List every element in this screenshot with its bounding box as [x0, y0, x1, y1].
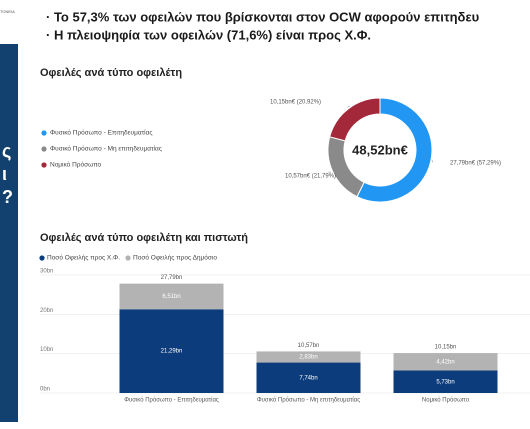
legend-label: Φυσικό Πρόσωπο - Επιτηδευματίας	[50, 129, 153, 137]
legend-label: Νομικό Πρόσωπο	[50, 161, 101, 169]
leader-line	[431, 159, 433, 163]
legend-label: Ποσό Οφειλής προς Δημόσιο	[133, 254, 217, 262]
y-tick-label: 0bn	[40, 387, 50, 393]
sidebar-fragment: ι	[2, 164, 7, 184]
bar-segment	[256, 351, 361, 363]
bar-value-label: 6,51bn	[162, 294, 180, 300]
header-line: · Η πλειοψηφία των οφειλών (71,6%) είναι…	[46, 27, 371, 42]
sidebar	[0, 44, 18, 422]
legend-label: Φυσικό Πρόσωπο - Μη επιτηδευματίας	[50, 145, 162, 153]
leader-line	[346, 105, 351, 108]
bar-value-label: 4,42bn	[436, 359, 454, 365]
legend-marker	[125, 255, 131, 261]
header-line: · Το 57,3% των οφειλών που βρίσκονται στ…	[46, 9, 480, 24]
bar-segment	[119, 283, 224, 310]
legend-marker	[41, 162, 47, 168]
y-tick-label: 20bn	[40, 308, 53, 314]
bar-segment	[256, 362, 361, 393]
y-tick-label: 30bn	[40, 269, 53, 275]
sidebar-fragment: ς	[2, 141, 11, 161]
sidebar-fragment: ?	[2, 187, 13, 207]
sidebar-top-label: ΤΟΝΕΙΑ	[0, 9, 15, 14]
donut-segment	[329, 97, 381, 142]
legend-label: Ποσό Οφειλής προς Χ.Φ.	[47, 254, 120, 262]
bar-value-label: 2,83bn	[299, 355, 317, 361]
donut-value-label: 10,15bn€ (20,92%)	[270, 100, 321, 106]
x-tick-label: Φυσικό Πρόσωπο - Μη επιτηδευματίας	[257, 397, 360, 404]
bar-total-label: 27,79bn	[161, 275, 183, 281]
bar-segment	[393, 370, 498, 393]
y-tick-label: 10bn	[40, 347, 53, 353]
bar-value-label: 5,73bn	[436, 379, 454, 385]
bar-value-label: 21,29bn	[161, 349, 183, 355]
x-tick-label: Φυσικό Πρόσωπο - Επιτηδευματίας	[124, 397, 219, 404]
legend-marker	[39, 255, 45, 261]
chart-title: Οφειλές ανά τύπο οφειλέτη	[40, 67, 182, 79]
bar-total-label: 10,15bn	[435, 345, 457, 351]
donut-value-label: 10,57bn€ (21,79%)	[285, 174, 336, 180]
chart-title: Οφειλές ανά τύπο οφειλέτη και πιστωτή	[40, 232, 248, 244]
bar-segment	[119, 309, 224, 393]
donut-segment	[356, 97, 433, 203]
legend-marker	[41, 146, 47, 152]
bar-total-label: 10,57bn	[298, 343, 320, 349]
donut-center-label: 48,52bn€	[352, 142, 408, 157]
legend-marker	[41, 130, 47, 136]
donut-value-label: 27,79bn€ (57,29%)	[450, 161, 501, 167]
bar-segment	[393, 353, 498, 371]
x-tick-label: Νομικό Πρόσωπο	[422, 397, 470, 404]
bar-value-label: 7,74bn	[299, 375, 317, 381]
